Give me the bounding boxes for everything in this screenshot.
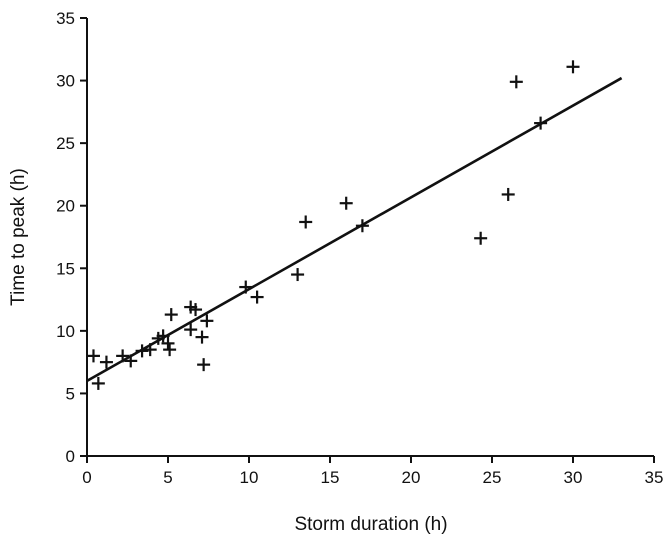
data-point <box>143 343 157 357</box>
data-point <box>156 329 170 343</box>
data-point <box>184 323 198 337</box>
x-tick-label: 30 <box>564 468 583 487</box>
regression-line-group <box>86 76 623 383</box>
x-tick-label: 35 <box>645 468 664 487</box>
data-point <box>355 219 369 233</box>
data-point <box>164 308 178 322</box>
data-point <box>163 343 177 357</box>
data-point <box>197 358 211 372</box>
x-tick-label: 20 <box>402 468 421 487</box>
y-tick-label: 30 <box>56 72 75 91</box>
x-tick-label: 10 <box>240 468 259 487</box>
y-tick-label: 20 <box>56 197 75 216</box>
data-point <box>99 355 113 369</box>
data-point <box>474 231 488 245</box>
y-tick-label: 25 <box>56 134 75 153</box>
data-point <box>135 344 149 358</box>
y-tick-label: 5 <box>66 384 75 403</box>
data-point <box>339 196 353 210</box>
data-points <box>86 60 580 390</box>
x-tick-label: 25 <box>483 468 502 487</box>
y-axis-title: Time to peak (h) <box>8 168 29 306</box>
data-point <box>124 354 138 368</box>
data-point <box>239 280 253 294</box>
ticks: 0 5 10 15 20 25 30 35 0 5 10 15 20 25 30 35 <box>56 9 663 487</box>
x-tick-label: 5 <box>163 468 172 487</box>
x-tick-label: 0 <box>82 468 91 487</box>
y-tick-label: 0 <box>66 447 75 466</box>
data-point <box>534 116 548 130</box>
data-point <box>250 290 264 304</box>
x-axis-title: Storm duration (h) <box>294 514 447 535</box>
y-tick-label: 15 <box>56 259 75 278</box>
regression-line <box>86 76 623 383</box>
axes <box>86 18 654 457</box>
data-point <box>86 349 100 363</box>
data-point <box>299 215 313 229</box>
data-point <box>509 75 523 89</box>
y-tick-label: 35 <box>56 9 75 28</box>
data-point <box>566 60 580 74</box>
y-tick-label: 10 <box>56 322 75 341</box>
data-point <box>161 336 175 350</box>
data-point <box>291 268 305 282</box>
x-tick-label: 15 <box>321 468 340 487</box>
data-point <box>189 303 203 317</box>
data-point <box>200 314 214 328</box>
data-point <box>195 330 209 344</box>
data-point <box>501 187 515 201</box>
data-point <box>116 349 130 363</box>
data-point <box>91 376 105 390</box>
